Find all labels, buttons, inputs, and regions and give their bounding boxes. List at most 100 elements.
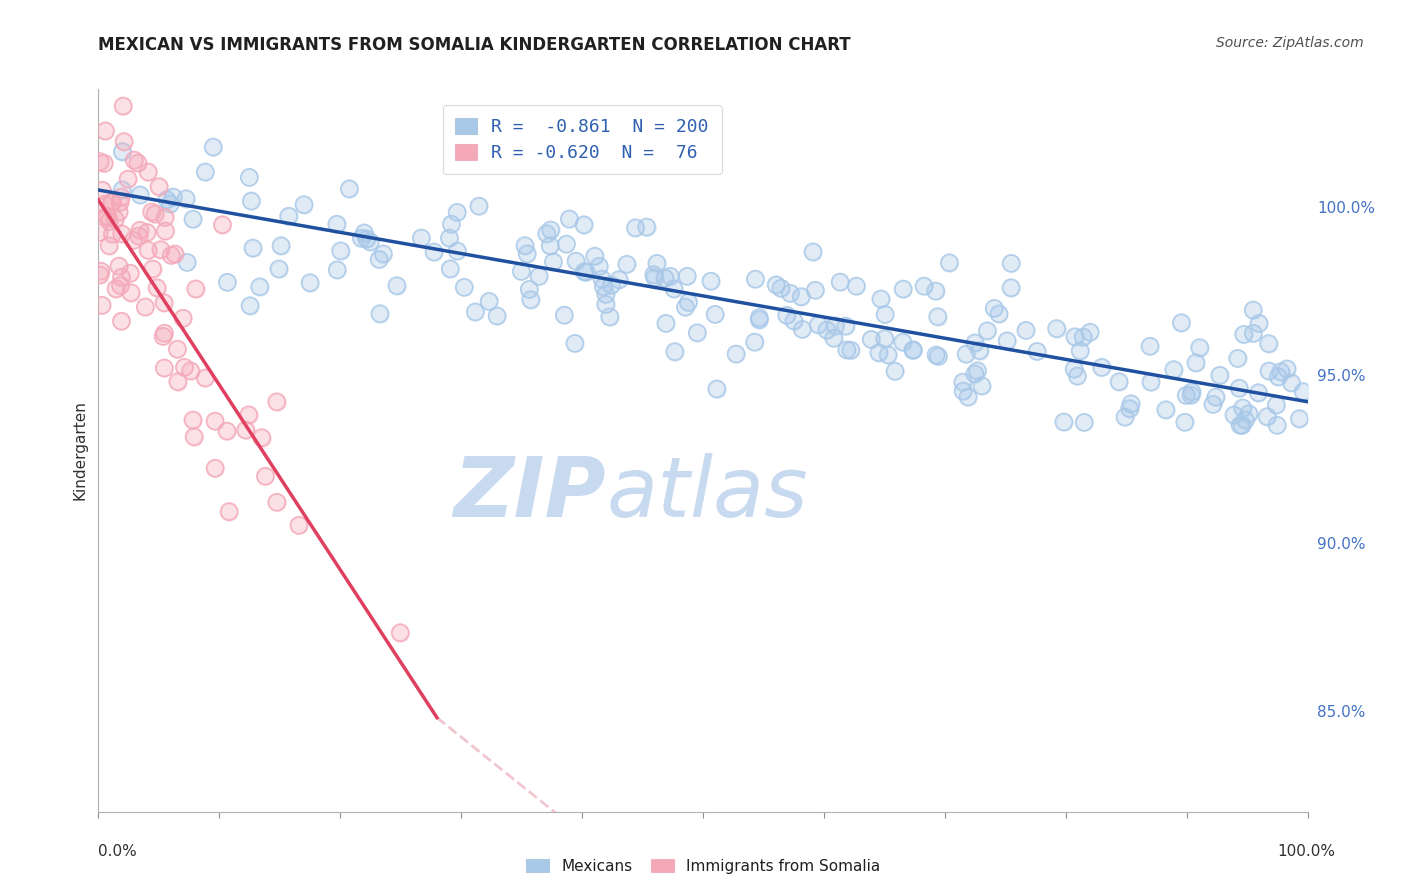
- Point: [970, 378, 993, 392]
- Point: [1185, 356, 1208, 370]
- Point: [543, 254, 565, 268]
- Point: [156, 193, 179, 207]
- Point: [1267, 369, 1289, 384]
- Point: [1233, 327, 1256, 342]
- Point: [194, 371, 217, 385]
- Point: [96, 210, 118, 224]
- Point: [166, 342, 188, 356]
- Point: [575, 265, 598, 279]
- Point: [266, 495, 288, 509]
- Point: [792, 322, 814, 336]
- Point: [599, 310, 621, 324]
- Point: [486, 309, 509, 323]
- Point: [111, 183, 134, 197]
- Point: [815, 323, 838, 337]
- Point: [1000, 280, 1022, 294]
- Point: [1139, 339, 1161, 353]
- Point: [868, 345, 890, 359]
- Point: [1069, 343, 1091, 358]
- Point: [1229, 418, 1251, 433]
- Point: [184, 282, 207, 296]
- Point: [744, 335, 766, 350]
- Point: [217, 275, 239, 289]
- Point: [218, 504, 240, 518]
- Point: [574, 264, 596, 278]
- Point: [643, 268, 665, 282]
- Point: [98, 238, 121, 252]
- Point: [678, 295, 700, 310]
- Point: [1232, 401, 1254, 415]
- Point: [873, 332, 896, 346]
- Point: [100, 195, 122, 210]
- Point: [564, 336, 586, 351]
- Point: [101, 195, 124, 210]
- Point: [1181, 384, 1204, 399]
- Point: [122, 234, 145, 248]
- Point: [572, 218, 595, 232]
- Point: [1247, 385, 1270, 400]
- Point: [1108, 375, 1130, 389]
- Point: [1181, 384, 1204, 399]
- Point: [104, 212, 127, 227]
- Point: [616, 257, 638, 271]
- Point: [744, 272, 766, 286]
- Point: [1223, 408, 1246, 422]
- Point: [1175, 388, 1198, 402]
- Point: [183, 430, 205, 444]
- Point: [110, 190, 132, 204]
- Point: [101, 227, 124, 241]
- Point: [540, 223, 562, 237]
- Point: [136, 165, 159, 179]
- Point: [1257, 364, 1279, 378]
- Point: [938, 256, 960, 270]
- Point: [104, 282, 127, 296]
- Point: [111, 145, 134, 159]
- Point: [215, 424, 238, 438]
- Point: [724, 347, 747, 361]
- Point: [775, 309, 797, 323]
- Point: [146, 281, 169, 295]
- Point: [1026, 344, 1049, 359]
- Point: [180, 364, 202, 378]
- Point: [128, 223, 150, 237]
- Point: [995, 334, 1018, 348]
- Point: [873, 332, 896, 346]
- Text: 0.0%: 0.0%: [98, 845, 138, 859]
- Point: [1292, 384, 1315, 399]
- Point: [183, 430, 205, 444]
- Point: [174, 192, 197, 206]
- Point: [659, 269, 682, 284]
- Point: [1185, 356, 1208, 370]
- Point: [987, 307, 1010, 321]
- Point: [238, 408, 260, 422]
- Point: [987, 307, 1010, 321]
- Point: [153, 360, 176, 375]
- Point: [901, 343, 924, 358]
- Point: [983, 301, 1005, 316]
- Point: [1174, 415, 1197, 429]
- Point: [93, 197, 115, 211]
- Point: [250, 431, 273, 445]
- Point: [969, 343, 991, 358]
- Point: [1265, 398, 1288, 412]
- Point: [564, 336, 586, 351]
- Point: [860, 333, 883, 347]
- Point: [823, 331, 845, 345]
- Point: [877, 348, 900, 362]
- Point: [966, 364, 988, 378]
- Point: [1229, 418, 1251, 433]
- Point: [636, 220, 658, 235]
- Point: [1270, 365, 1292, 379]
- Point: [110, 270, 132, 285]
- Point: [120, 285, 142, 300]
- Point: [527, 269, 550, 284]
- Point: [927, 350, 949, 364]
- Point: [143, 207, 166, 221]
- Point: [588, 260, 610, 274]
- Point: [845, 279, 868, 293]
- Point: [117, 172, 139, 186]
- Point: [779, 286, 801, 301]
- Point: [423, 245, 446, 260]
- Point: [1188, 341, 1211, 355]
- Point: [543, 254, 565, 268]
